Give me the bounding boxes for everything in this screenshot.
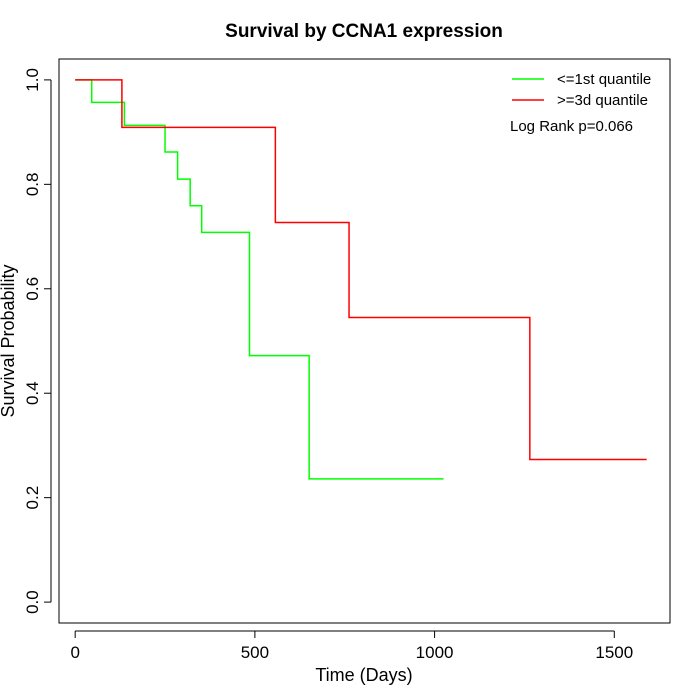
- legend-label-series-2: >=3d quantile: [557, 92, 648, 109]
- x-axis-label: Time (Days): [315, 665, 412, 685]
- x-axis: 0 500 1000 1500: [70, 630, 633, 662]
- y-tick-label: 0.4: [23, 381, 42, 405]
- legend: <=1st quantile >=3d quantile Log Rank p=…: [510, 71, 651, 135]
- y-tick-label: 0.0: [23, 590, 42, 614]
- x-tick-label: 0: [70, 643, 79, 662]
- y-axis-label: Survival Probability: [0, 264, 18, 417]
- y-tick-label: 0.2: [23, 486, 42, 510]
- survival-curve-series-1: [75, 79, 444, 480]
- plot-frame: [58, 58, 671, 624]
- x-tick-label: 1500: [595, 643, 633, 662]
- legend-label-series-1: <=1st quantile: [557, 71, 651, 88]
- series-layer: [75, 79, 647, 480]
- y-tick-label: 0.6: [23, 277, 42, 301]
- x-tick-label: 500: [241, 643, 269, 662]
- x-tick-label: 1000: [416, 643, 454, 662]
- y-axis: 0.0 0.2 0.4 0.6 0.8 1.0: [23, 68, 52, 614]
- y-tick-label: 0.8: [23, 173, 42, 197]
- y-tick-label: 1.0: [23, 68, 42, 92]
- survival-curve-series-2: [75, 79, 647, 461]
- log-rank-pvalue: Log Rank p=0.066: [510, 118, 633, 135]
- chart-title: Survival by CCNA1 expression: [225, 21, 503, 42]
